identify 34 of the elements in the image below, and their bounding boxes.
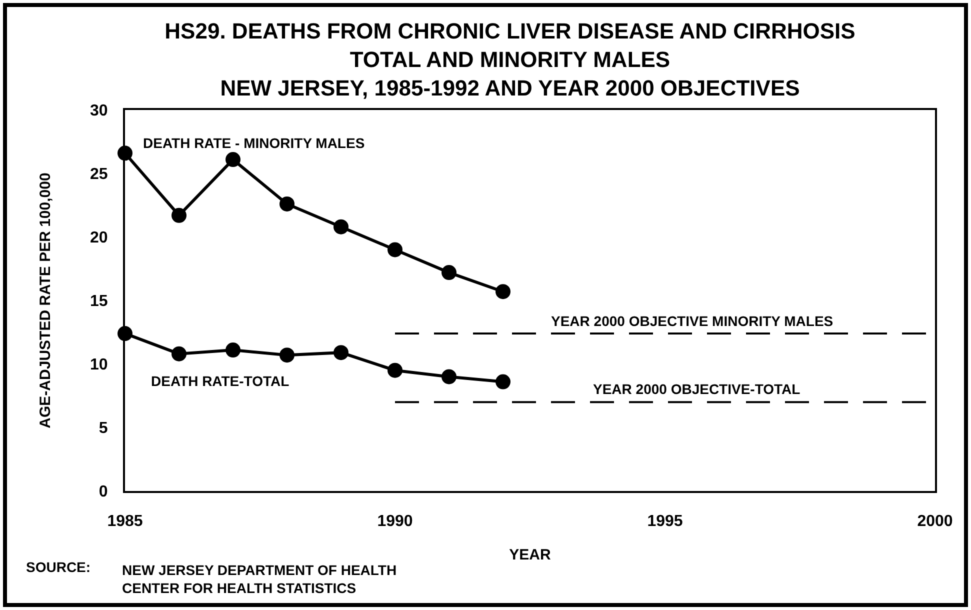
point — [334, 219, 348, 234]
series-label: DEATH RATE - MINORITY MALES — [143, 135, 365, 151]
x-tick-label: 1995 — [647, 513, 683, 530]
y-tick-label: 15 — [90, 293, 108, 310]
y-tick-label: 0 — [98, 484, 108, 501]
x-tick-label: 2000 — [917, 513, 953, 530]
point — [226, 152, 240, 168]
x-axis-title: YEAR — [509, 546, 551, 564]
y-tick-label: 30 — [90, 102, 108, 120]
point — [442, 369, 456, 384]
text: NEW JERSEY DEPARTMENT OF HEALTH CENTER FOR HEALTH STATISTICS — [122, 562, 397, 596]
y-tick-label: 5 — [98, 420, 108, 438]
x-tick-label: 1985 — [107, 513, 143, 530]
y-tick-label: 10 — [90, 356, 108, 374]
point — [280, 196, 294, 212]
point — [496, 284, 510, 300]
series-label: YEAR 2000 OBJECTIVE MINORITY MALES — [551, 313, 834, 329]
x-tick-label: 1990 — [377, 513, 413, 530]
series-label: DEATH RATE-TOTAL — [151, 373, 290, 389]
point — [442, 265, 456, 280]
point — [226, 342, 240, 358]
point — [334, 345, 348, 360]
y-tick-label: 25 — [90, 166, 108, 184]
point — [280, 348, 294, 363]
point — [388, 242, 402, 258]
point — [172, 208, 186, 223]
point — [496, 374, 510, 390]
chart-title: HS29. DEATHS FROM CHRONIC LIVER DISEASE AND CIRRHOSIS TOTAL AND MINORITY MALES NEW JERSEY, 1985-1992 AND YEAR 2000 OBJECTIVES — [164, 18, 856, 101]
point — [172, 346, 186, 362]
point — [388, 362, 402, 378]
series-label: YEAR 2000 OBJECTIVE-TOTAL — [593, 381, 801, 397]
y-tick-label: 20 — [90, 230, 108, 247]
source-note: SOURCE: — [26, 559, 91, 575]
y-axis-title: AGE-ADJUSTED RATE PER 100,000 — [36, 172, 54, 428]
